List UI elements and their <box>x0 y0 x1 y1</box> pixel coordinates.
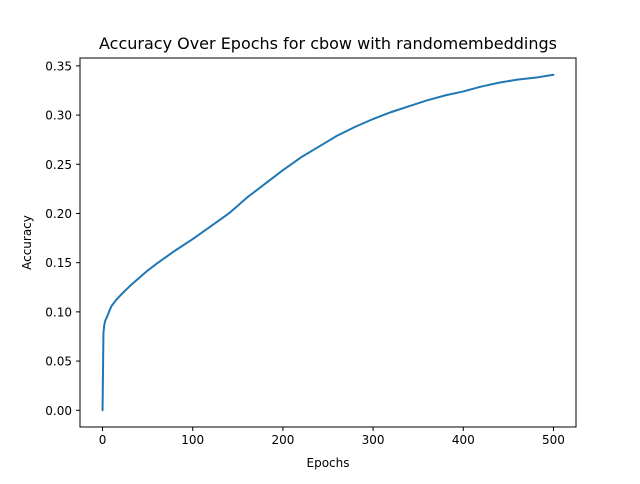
y-tick-label: 0.05 <box>45 355 72 369</box>
x-tick-label: 500 <box>542 433 565 447</box>
y-tick-label: 0.25 <box>45 158 72 172</box>
x-tick-label: 200 <box>271 433 294 447</box>
y-axis-title: Accuracy <box>20 215 34 270</box>
chart-title: Accuracy Over Epochs for cbow with rando… <box>99 34 557 53</box>
y-axis: 0.00 0.05 0.10 0.15 0.20 0.25 0.30 0.35 <box>45 59 80 418</box>
x-axis-title: Epochs <box>307 456 350 470</box>
y-tick-label: 0.35 <box>45 59 72 73</box>
x-tick-label: 400 <box>452 433 475 447</box>
x-tick-label: 300 <box>362 433 385 447</box>
y-tick-label: 0.30 <box>45 109 72 123</box>
x-tick-label: 0 <box>99 433 107 447</box>
y-tick-label: 0.00 <box>45 404 72 418</box>
x-tick-label: 100 <box>181 433 204 447</box>
axes-frame <box>79 57 577 428</box>
series-line <box>101 73 555 412</box>
x-axis: 0 100 200 300 400 500 <box>99 427 565 447</box>
y-tick-label: 0.10 <box>45 305 72 319</box>
y-tick-label: 0.20 <box>45 207 72 221</box>
plot-area <box>101 73 555 412</box>
y-tick-label: 0.15 <box>45 256 72 270</box>
